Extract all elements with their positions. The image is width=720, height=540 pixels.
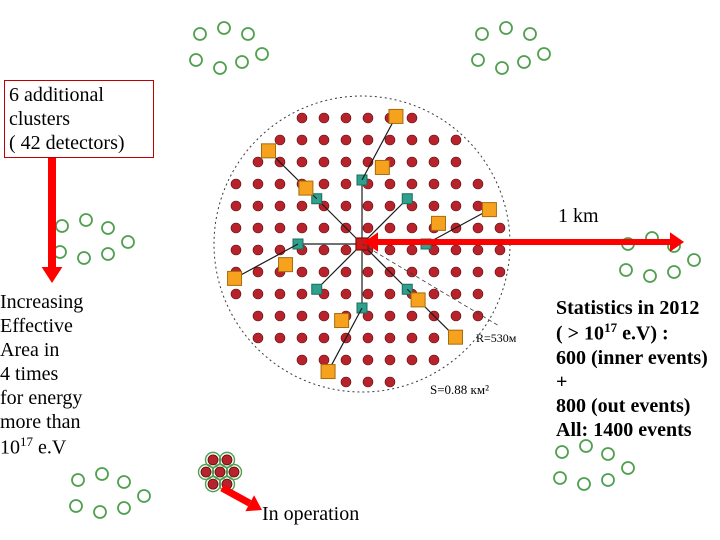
arrow-down: [42, 158, 63, 283]
cluster-top_left: [190, 22, 268, 74]
scale-arrow-1km: [364, 232, 684, 252]
statistics-2012-box: Statistics in 2012 ( > 1017 e.V) :600 (i…: [556, 296, 720, 442]
svg-text:R=530м: R=530м: [476, 331, 517, 345]
operating-cluster: [199, 452, 242, 491]
central-detector-array: R=530м S=0.88 км²: [214, 96, 517, 397]
increasing-area-box: IncreasingEffectiveArea in4 timesfor ene…: [0, 290, 132, 460]
outer-spokes: [228, 109, 497, 378]
in-operation-label: In operation: [262, 502, 359, 526]
scale-label-1km: 1 km: [558, 204, 599, 228]
inner-hub: [293, 175, 431, 313]
center-station: [356, 238, 368, 250]
svg-text:S=0.88 км²: S=0.88 км²: [430, 382, 489, 397]
cluster-top_right: [472, 22, 550, 74]
cluster-bot_right: [554, 440, 634, 490]
cluster-mid_left: [54, 214, 134, 264]
additional-clusters-box: 6 additionalclusters( 42 detectors): [4, 80, 154, 158]
cluster-mid_right: [620, 232, 700, 282]
cluster-bot_left: [70, 468, 150, 518]
arrow-to-operation: [222, 488, 262, 511]
